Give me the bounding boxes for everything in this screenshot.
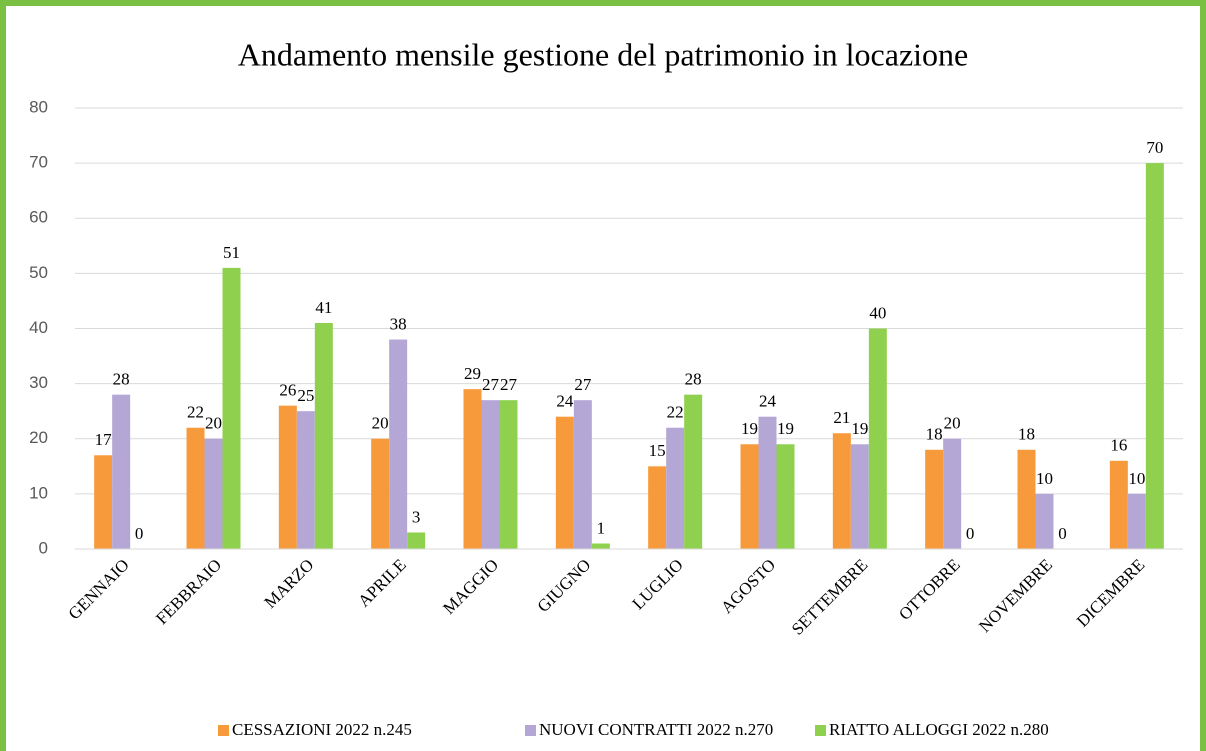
bar <box>1109 460 1128 549</box>
data-label: 40 <box>869 303 886 322</box>
legend-swatch <box>525 725 536 736</box>
bar <box>186 427 205 549</box>
legend-label: NUOVI CONTRATTI 2022 n.270 <box>539 720 773 739</box>
data-label: 1 <box>597 518 606 537</box>
bar <box>1017 449 1036 549</box>
data-label: 38 <box>390 314 407 333</box>
x-tick-label: FEBBRAIO <box>152 555 225 628</box>
x-tick-label: GIUGNO <box>534 555 595 616</box>
bar <box>1145 163 1164 549</box>
data-label: 0 <box>135 524 144 543</box>
bar <box>832 433 851 549</box>
data-label: 19 <box>851 419 868 438</box>
bar <box>925 449 944 549</box>
data-label: 22 <box>187 403 204 422</box>
data-label: 51 <box>223 243 240 262</box>
legend-swatch <box>218 725 229 736</box>
data-label: 27 <box>500 375 518 394</box>
bar <box>481 400 500 549</box>
data-label: 27 <box>574 375 592 394</box>
bar <box>758 416 777 549</box>
bar <box>868 328 887 549</box>
data-label: 70 <box>1146 138 1163 157</box>
chart-title: Andamento mensile gestione del patrimoni… <box>238 36 968 72</box>
legend-label: CESSAZIONI 2022 n.245 <box>232 720 412 739</box>
y-tick-label: 0 <box>39 538 48 557</box>
bar <box>389 339 408 549</box>
data-label: 3 <box>412 507 421 526</box>
y-tick-label: 10 <box>29 483 48 502</box>
bar <box>573 400 592 549</box>
data-label: 27 <box>482 375 500 394</box>
bar <box>1035 493 1054 549</box>
bar <box>278 405 297 549</box>
bar <box>407 532 426 549</box>
bar <box>740 444 759 549</box>
legend-swatch <box>815 725 826 736</box>
x-tick-label: APRILE <box>354 555 410 611</box>
y-tick-label: 50 <box>29 263 48 282</box>
bar <box>112 394 131 549</box>
data-label: 24 <box>759 392 777 411</box>
data-label: 28 <box>113 370 130 389</box>
x-tick-label: GENNAIO <box>65 555 133 623</box>
bar <box>684 394 703 549</box>
data-label: 17 <box>95 430 113 449</box>
data-label: 21 <box>833 408 850 427</box>
x-tick-label: MARZO <box>261 555 318 612</box>
bar <box>591 543 610 549</box>
x-tick-label: LUGLIO <box>629 555 687 613</box>
data-label: 18 <box>1018 425 1035 444</box>
bar <box>850 444 869 549</box>
x-tick-label: DICEMBRE <box>1073 555 1149 631</box>
bar <box>463 389 482 549</box>
data-label: 20 <box>944 414 961 433</box>
bar <box>1127 493 1146 549</box>
y-tick-label: 70 <box>29 153 48 172</box>
data-label: 10 <box>1036 469 1053 488</box>
data-label: 41 <box>315 298 332 317</box>
data-label: 28 <box>685 370 702 389</box>
data-label: 15 <box>649 441 666 460</box>
y-tick-label: 30 <box>29 373 48 392</box>
legend-label: RIATTO ALLOGGI 2022 n.280 <box>829 720 1049 739</box>
x-tick-label: MAGGIO <box>439 555 502 618</box>
bar <box>204 438 223 549</box>
data-label: 29 <box>464 364 481 383</box>
data-label: 19 <box>741 419 758 438</box>
data-label: 24 <box>556 392 574 411</box>
bar <box>943 438 962 549</box>
bar <box>776 444 795 549</box>
y-tick-label: 80 <box>29 97 48 116</box>
data-label: 10 <box>1128 469 1145 488</box>
data-label: 25 <box>297 386 314 405</box>
x-tick-label: NOVEMBRE <box>975 555 1056 636</box>
y-tick-label: 40 <box>29 318 48 337</box>
bar <box>648 466 667 549</box>
bar <box>371 438 390 549</box>
x-tick-label: AGOSTO <box>717 555 779 617</box>
y-tick-label: 20 <box>29 428 48 447</box>
x-tick-label: SETTEMBRE <box>788 555 872 639</box>
bar <box>222 267 241 549</box>
data-label: 22 <box>667 403 684 422</box>
bar <box>314 322 333 549</box>
data-label: 18 <box>926 425 943 444</box>
bar <box>555 416 574 549</box>
data-label: 19 <box>777 419 794 438</box>
bar <box>94 455 113 549</box>
bar <box>499 400 518 549</box>
bar <box>666 427 685 549</box>
x-tick-label: OTTOBRE <box>895 555 964 624</box>
data-label: 26 <box>279 381 296 400</box>
data-label: 0 <box>1058 524 1067 543</box>
data-label: 16 <box>1110 436 1127 455</box>
data-label: 20 <box>372 414 389 433</box>
data-label: 20 <box>205 414 222 433</box>
bar <box>296 411 315 549</box>
data-label: 0 <box>966 524 975 543</box>
y-tick-label: 60 <box>29 208 48 227</box>
